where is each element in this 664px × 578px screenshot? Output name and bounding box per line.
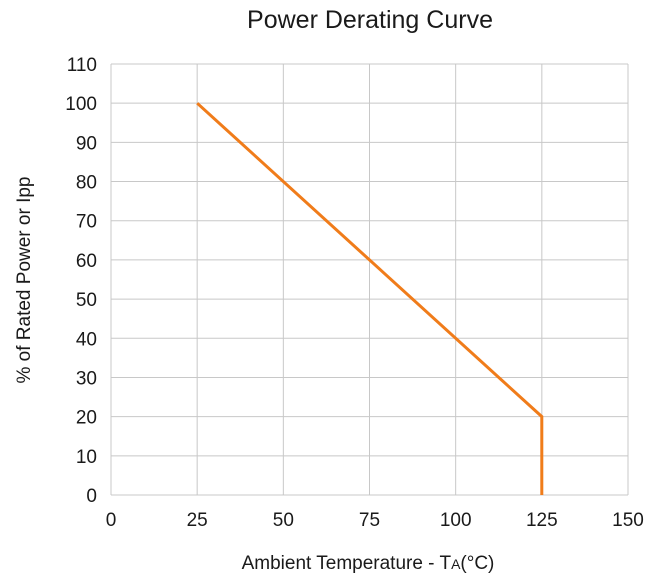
y-tick-label: 70 (76, 212, 97, 233)
x-tick-label: 125 (526, 510, 558, 531)
y-tick-label: 50 (76, 290, 97, 311)
y-tick-label: 80 (76, 173, 97, 194)
series-layer (196, 102, 544, 495)
x-axis-label-subscript: A (451, 556, 461, 572)
y-tick-label: 20 (76, 408, 97, 429)
x-axis-label-unit: (°C) (460, 553, 494, 574)
y-axis-ticks: 0 10 20 30 40 50 60 70 80 90 100 110 (65, 55, 97, 507)
grid (110, 63, 629, 496)
x-tick-label: 50 (273, 510, 294, 531)
x-tick-label: 25 (187, 510, 208, 531)
x-axis-ticks: 0 25 50 75 100 125 150 (106, 510, 644, 531)
x-tick-label: 75 (359, 510, 380, 531)
x-tick-label: 150 (612, 510, 644, 531)
x-tick-label: 100 (440, 510, 472, 531)
x-axis-label: Ambient Temperature - TA(°C) (242, 553, 495, 574)
y-tick-label: 10 (76, 447, 97, 468)
y-tick-label: 110 (67, 55, 97, 76)
y-tick-label: 0 (86, 486, 97, 507)
x-axis-label-main: Ambient Temperature - T (242, 553, 452, 574)
y-tick-label: 100 (65, 94, 97, 115)
y-axis-label: % of Rated Power or Ipp (14, 177, 35, 384)
chart-title: Power Derating Curve (247, 6, 493, 34)
y-tick-label: 60 (76, 251, 97, 272)
y-tick-label: 30 (76, 368, 97, 389)
derating-curve-line (196, 102, 544, 495)
y-tick-label: 40 (76, 329, 97, 350)
x-tick-label: 0 (106, 510, 117, 531)
y-tick-label: 90 (76, 133, 97, 154)
